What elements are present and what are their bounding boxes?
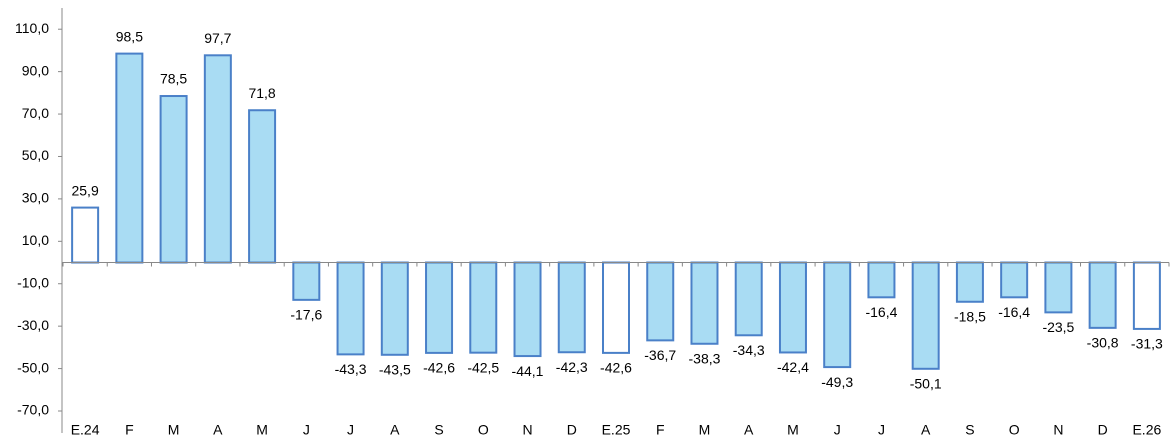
x-tick-label: N	[522, 422, 532, 438]
data-label: -42,5	[467, 359, 499, 375]
bar	[469, 261, 498, 354]
x-tick-label: M	[256, 422, 268, 438]
bar	[159, 95, 188, 264]
data-label: -50,1	[910, 375, 942, 391]
data-label: 78,5	[160, 71, 187, 87]
x-tick-label: A	[921, 422, 931, 438]
bar	[1044, 261, 1073, 314]
data-label: -43,3	[335, 361, 367, 377]
y-tick-label: -50,0	[17, 359, 49, 375]
y-tick-label: 50,0	[22, 147, 49, 163]
data-label: -36,7	[644, 347, 676, 363]
data-label: -38,3	[689, 350, 721, 366]
bar	[336, 261, 365, 356]
bar	[867, 261, 896, 299]
bar	[71, 206, 100, 264]
data-label: -16,4	[865, 304, 897, 320]
x-tick-label: D	[567, 422, 577, 438]
data-label: -34,3	[733, 342, 765, 358]
y-tick-label: 10,0	[22, 232, 49, 248]
bar	[823, 261, 852, 369]
data-label: -23,5	[1042, 319, 1074, 335]
x-tick-label: S	[965, 422, 974, 438]
data-label: 25,9	[71, 182, 98, 198]
data-label: 97,7	[204, 30, 231, 46]
x-tick-label: M	[168, 422, 180, 438]
x-tick-label: M	[699, 422, 711, 438]
x-tick-label: O	[1009, 422, 1020, 438]
x-tick-label: S	[434, 422, 443, 438]
y-tick-label: 70,0	[22, 105, 49, 121]
bar	[292, 261, 321, 301]
y-tick-label: 110,0	[15, 20, 49, 36]
data-label: -17,6	[290, 307, 322, 323]
data-label: 71,8	[248, 85, 275, 101]
data-label: -16,4	[998, 304, 1030, 320]
x-tick-label: M	[787, 422, 799, 438]
x-tick-label: E.24	[71, 422, 100, 438]
y-tick-label: -30,0	[17, 317, 49, 333]
x-tick-label: F	[125, 422, 134, 438]
bar	[602, 261, 630, 354]
data-label: -42,3	[556, 359, 588, 375]
x-tick-label: A	[213, 422, 223, 438]
data-label: -42,6	[600, 360, 632, 376]
y-tick-label: 90,0	[22, 62, 49, 78]
data-label: -49,3	[821, 374, 853, 390]
bar	[1132, 261, 1161, 330]
bar	[646, 261, 675, 342]
bar	[955, 261, 984, 303]
y-tick-label: 30,0	[22, 190, 49, 206]
data-label: -42,4	[777, 359, 809, 375]
bar	[557, 261, 586, 354]
bar	[248, 109, 277, 264]
bar	[203, 54, 232, 264]
bar	[115, 52, 144, 264]
bar	[1000, 261, 1029, 299]
y-tick-label: -70,0	[17, 402, 49, 418]
x-tick-label: J	[303, 422, 310, 438]
x-tick-label: J	[347, 422, 354, 438]
data-label: -44,1	[512, 363, 544, 379]
x-tick-label: J	[878, 422, 885, 438]
bar	[734, 261, 763, 337]
data-label: -30,8	[1087, 335, 1119, 351]
bar	[778, 261, 807, 354]
data-label: -43,5	[379, 361, 411, 377]
x-tick-label: E.25	[602, 422, 631, 438]
data-label: -18,5	[954, 308, 986, 324]
bar	[911, 261, 940, 370]
x-tick-label: J	[834, 422, 841, 438]
data-label: -42,6	[423, 360, 455, 376]
bar	[513, 261, 542, 358]
data-label: 98,5	[116, 28, 143, 44]
bar	[380, 261, 409, 356]
x-tick-label: A	[390, 422, 400, 438]
x-tick-label: D	[1098, 422, 1108, 438]
bar	[1088, 261, 1117, 329]
data-label: -31,3	[1131, 336, 1163, 352]
x-tick-label: E.26	[1132, 422, 1161, 438]
x-tick-label: F	[656, 422, 665, 438]
y-tick-label: -10,0	[17, 274, 49, 290]
x-tick-label: A	[744, 422, 754, 438]
bar	[425, 261, 454, 354]
x-tick-label: N	[1053, 422, 1063, 438]
bar	[690, 261, 719, 345]
x-tick-label: O	[478, 422, 489, 438]
